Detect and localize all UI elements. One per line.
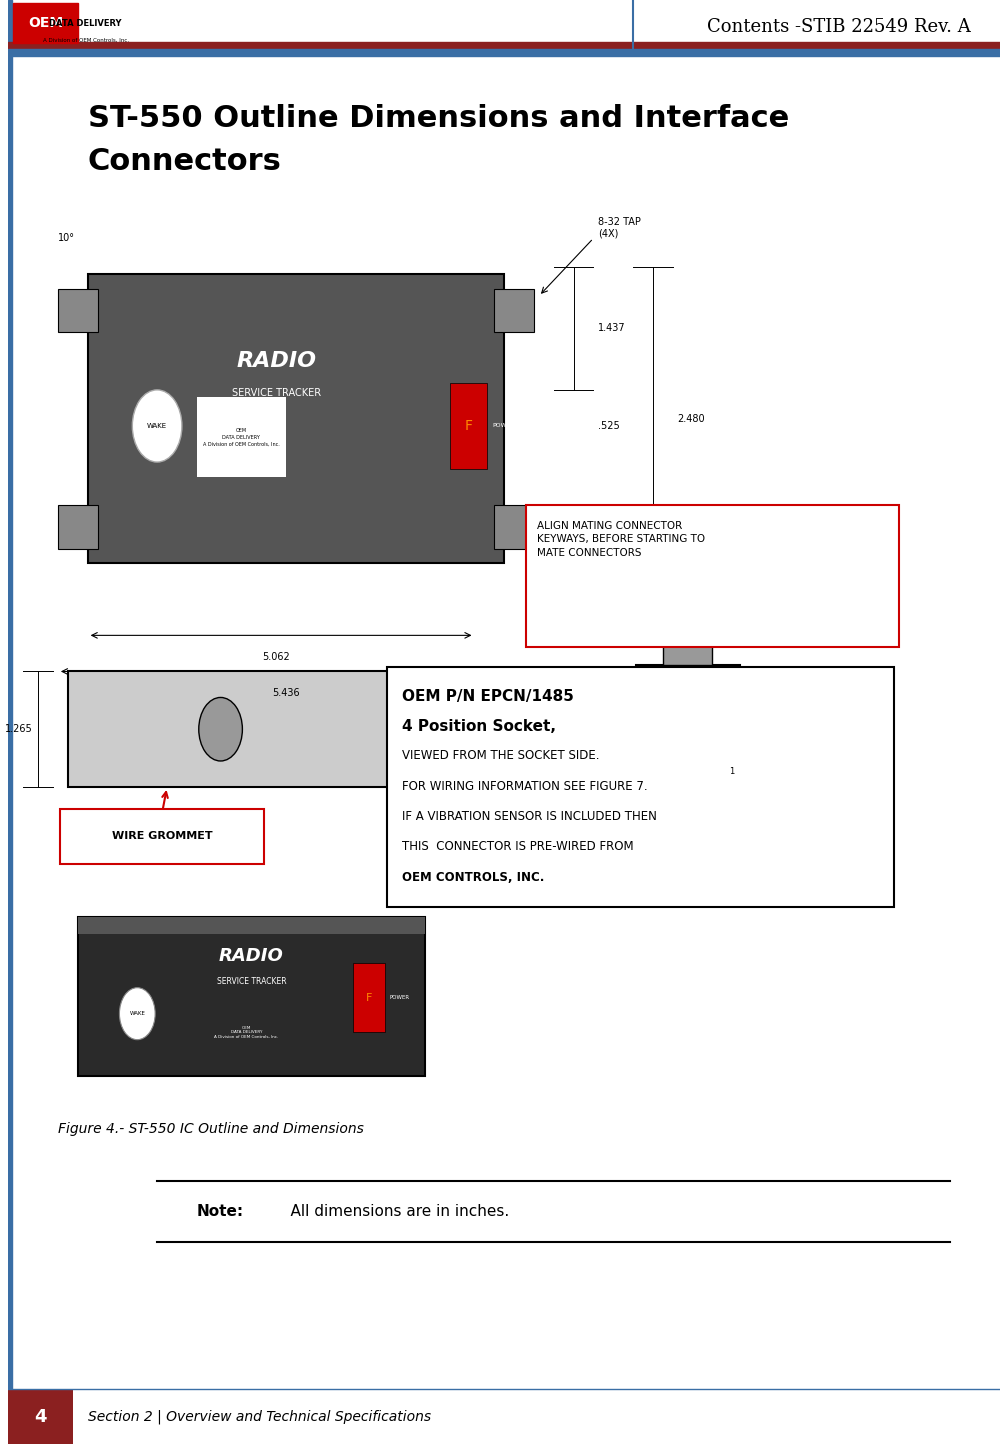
Text: 8-32 TAP
(4X): 8-32 TAP (4X): [598, 218, 641, 238]
Text: ST-550 Outline Dimensions and Interface: ST-550 Outline Dimensions and Interface: [88, 104, 789, 133]
Text: OEM
DATA DELIVERY
A Division of OEM Controls, Inc.: OEM DATA DELIVERY A Division of OEM Cont…: [214, 1025, 278, 1040]
Circle shape: [199, 697, 242, 761]
Circle shape: [132, 390, 182, 462]
Bar: [700, 738, 719, 767]
Text: OEM CONTROLS, INC.: OEM CONTROLS, INC.: [402, 871, 544, 884]
Bar: [494, 505, 534, 549]
Bar: [450, 383, 487, 469]
Bar: [8, 49, 1000, 56]
Text: ALIGN MATING CONNECTOR
KEYWAYS, BEFORE STARTING TO
MATE CONNECTORS: ALIGN MATING CONNECTOR KEYWAYS, BEFORE S…: [537, 521, 705, 557]
Text: POWER: POWER: [492, 423, 515, 429]
FancyBboxPatch shape: [60, 809, 264, 864]
Text: RADIO: RADIO: [219, 947, 284, 965]
Bar: [78, 917, 425, 934]
Text: 4: 4: [34, 1408, 47, 1425]
Text: VIEWED FROM THE SOCKET SIDE.: VIEWED FROM THE SOCKET SIDE.: [402, 749, 600, 762]
Bar: [13, 3, 78, 43]
Text: 5.436: 5.436: [272, 689, 300, 697]
Bar: [636, 664, 740, 788]
Text: SERVICE TRACKER: SERVICE TRACKER: [232, 388, 321, 397]
Text: POWER: POWER: [389, 995, 409, 1001]
Text: 4 Position Socket,: 4 Position Socket,: [402, 719, 556, 734]
Text: 1.265: 1.265: [5, 725, 33, 734]
Text: OEM
DATA DELIVERY
A Division of OEM Controls, Inc.: OEM DATA DELIVERY A Division of OEM Cont…: [203, 429, 280, 446]
Text: RADIO: RADIO: [236, 351, 316, 371]
Text: 5.062: 5.062: [262, 653, 290, 661]
Bar: [197, 397, 286, 477]
Bar: [68, 671, 504, 787]
Text: All dimensions are in inches.: All dimensions are in inches.: [271, 1204, 509, 1219]
Bar: [58, 505, 98, 549]
Text: 2.480: 2.480: [678, 414, 705, 423]
Bar: [8, 1389, 1000, 1444]
Text: IF A VIBRATION SENSOR IS INCLUDED THEN: IF A VIBRATION SENSOR IS INCLUDED THEN: [402, 810, 657, 823]
Bar: [656, 738, 676, 767]
Text: OEM P/N EPCN/1485: OEM P/N EPCN/1485: [402, 689, 574, 703]
Text: FOR WIRING INFORMATION SEE FIGURE 7.: FOR WIRING INFORMATION SEE FIGURE 7.: [402, 780, 648, 793]
Bar: [8, 1389, 73, 1444]
Text: 1: 1: [729, 767, 735, 777]
Bar: [700, 690, 719, 719]
FancyBboxPatch shape: [387, 667, 894, 907]
Text: .525: .525: [598, 422, 620, 430]
Text: Note:: Note:: [197, 1204, 244, 1219]
Text: 10°: 10°: [58, 234, 75, 243]
Bar: [78, 917, 425, 1076]
Text: SERVICE TRACKER: SERVICE TRACKER: [217, 978, 286, 986]
Text: THIS  CONNECTOR IS PRE-WIRED FROM: THIS CONNECTOR IS PRE-WIRED FROM: [402, 840, 634, 853]
Bar: [353, 963, 385, 1032]
Text: F: F: [464, 419, 472, 433]
Bar: [8, 0, 12, 1444]
Bar: [58, 289, 98, 332]
FancyBboxPatch shape: [526, 505, 899, 647]
Circle shape: [119, 988, 155, 1040]
Bar: [88, 274, 504, 563]
Bar: [656, 690, 676, 719]
Text: OEM: OEM: [28, 16, 64, 30]
Text: Section 2 | Overview and Technical Specifications: Section 2 | Overview and Technical Speci…: [88, 1409, 431, 1424]
Text: F: F: [366, 993, 373, 1002]
Text: -.187: -.187: [598, 595, 623, 604]
Text: A Division of OEM Controls, Inc.: A Division of OEM Controls, Inc.: [43, 38, 129, 43]
Text: WAKE: WAKE: [129, 1011, 145, 1017]
Text: Connectors: Connectors: [88, 147, 282, 176]
Text: Contents -STIB 22549 Rev. A: Contents -STIB 22549 Rev. A: [707, 19, 970, 36]
Bar: [8, 0, 1000, 49]
Bar: [8, 42, 1000, 49]
Bar: [663, 638, 712, 664]
Text: 1.437: 1.437: [598, 323, 626, 332]
Text: WIRE GROMMET: WIRE GROMMET: [112, 832, 212, 840]
Text: DATA DELIVERY: DATA DELIVERY: [49, 19, 122, 27]
Bar: [494, 289, 534, 332]
Text: WAKE: WAKE: [147, 423, 167, 429]
Text: Figure 4.- ST-550 IC Outline and Dimensions: Figure 4.- ST-550 IC Outline and Dimensi…: [58, 1122, 364, 1136]
